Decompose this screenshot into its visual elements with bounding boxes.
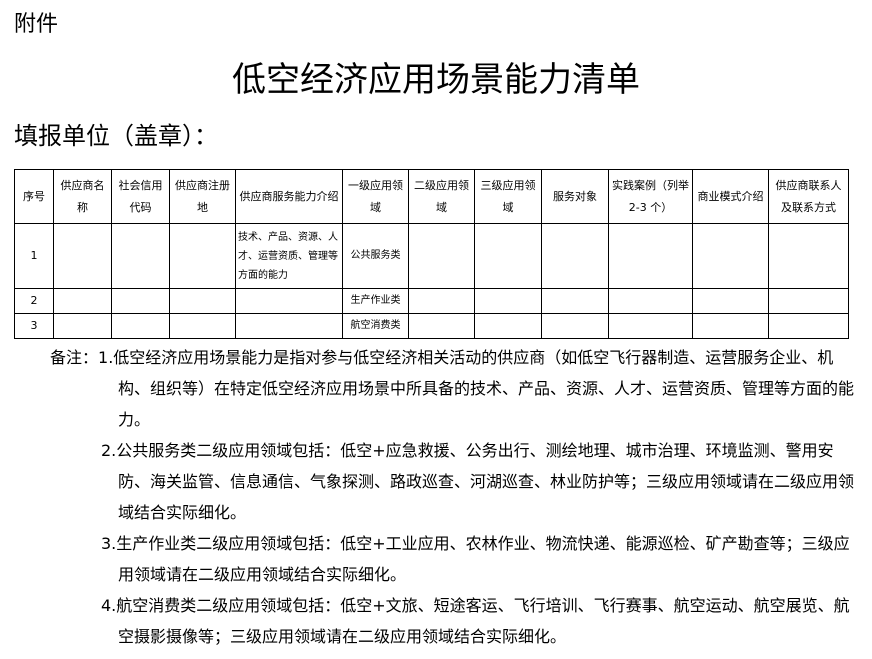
table-cell[interactable]	[111, 288, 170, 314]
table-cell[interactable]	[53, 223, 112, 289]
table-cell[interactable]	[235, 288, 343, 314]
table-cell[interactable]	[53, 313, 112, 339]
note-item: 4.航空消费类二级应用领域包括：低空+文旅、短途客运、飞行培训、飞行赛事、航空运…	[101, 596, 850, 646]
table-row: 3 航空消费类	[14, 313, 849, 339]
table-cell[interactable]	[692, 313, 769, 339]
reporting-unit-label: 填报单位（盖章）：	[14, 122, 218, 150]
note-item: 3.生产作业类二级应用领域包括：低空+工业应用、农林作业、物流快递、能源巡检、矿…	[101, 534, 850, 584]
note-item: 备注：1.低空经济应用场景能力是指对参与低空经济相关活动的供应商（如低空飞行器制…	[50, 348, 855, 429]
table-cell[interactable]	[541, 313, 609, 339]
column-header: 供应商名称	[53, 169, 112, 224]
table-cell[interactable]: 1	[14, 223, 54, 289]
column-header: 序号	[14, 169, 54, 224]
capability-table: 序号 供应商名称 社会信用代码 供应商注册地 供应商服务能力介绍 一级应用领域 二级应用领域…	[14, 169, 849, 339]
table-cell[interactable]: 2	[14, 288, 54, 314]
table-cell[interactable]	[608, 288, 693, 314]
table-cell[interactable]	[408, 223, 475, 289]
table-cell[interactable]	[474, 313, 542, 339]
table-cell[interactable]	[169, 223, 236, 289]
table-cell[interactable]	[608, 313, 693, 339]
table-cell[interactable]	[111, 313, 170, 339]
attachment-label: 附件	[14, 12, 59, 37]
column-header: 实践案例（列举 2-3 个）	[608, 169, 693, 224]
column-header: 二级应用领域	[408, 169, 475, 224]
table-cell[interactable]	[541, 223, 609, 289]
column-header: 商业模式介绍	[692, 169, 769, 224]
table-cell[interactable]	[111, 223, 170, 289]
column-header: 供应商服务能力介绍	[235, 169, 343, 224]
column-header: 社会信用代码	[111, 169, 170, 224]
table-cell[interactable]	[53, 288, 112, 314]
table-cell[interactable]	[408, 313, 475, 339]
table-cell[interactable]	[169, 313, 236, 339]
column-header: 供应商注册地	[169, 169, 236, 224]
notes-section: 备注：1.低空经济应用场景能力是指对参与低空经济相关活动的供应商（如低空飞行器制…	[50, 342, 860, 652]
note-item: 2.公共服务类二级应用领域包括：低空+应急救援、公务出行、测绘地理、城市治理、环…	[101, 441, 855, 522]
table-cell[interactable]	[768, 313, 849, 339]
table-cell[interactable]	[474, 223, 542, 289]
table-cell[interactable]	[768, 288, 849, 314]
table-header-row: 序号 供应商名称 社会信用代码 供应商注册地 供应商服务能力介绍 一级应用领域 二级应用领域…	[14, 169, 849, 224]
table-cell[interactable]	[692, 223, 769, 289]
table-cell[interactable]: 公共服务类	[342, 223, 409, 289]
table-cell[interactable]: 3	[14, 313, 54, 339]
column-header: 供应商联系人及联系方式	[768, 169, 849, 224]
table-row: 2 生产作业类	[14, 288, 849, 314]
table-cell[interactable]	[692, 288, 769, 314]
column-header: 服务对象	[541, 169, 609, 224]
table-cell[interactable]	[541, 288, 609, 314]
table-cell[interactable]	[608, 223, 693, 289]
table-row: 1 技术、产品、资源、人才、运营资质、管理等方面的能力 公共服务类	[14, 223, 849, 289]
table-cell[interactable]: 航空消费类	[342, 313, 409, 339]
column-header: 一级应用领域	[342, 169, 409, 224]
table-cell[interactable]	[768, 223, 849, 289]
table-cell[interactable]	[235, 313, 343, 339]
table-cell[interactable]	[408, 288, 475, 314]
document-title: 低空经济应用场景能力清单	[232, 60, 640, 100]
table-cell[interactable]: 生产作业类	[342, 288, 409, 314]
table-cell[interactable]	[169, 288, 236, 314]
table-cell[interactable]	[474, 288, 542, 314]
column-header: 三级应用领域	[474, 169, 542, 224]
table-cell[interactable]: 技术、产品、资源、人才、运营资质、管理等方面的能力	[235, 223, 343, 289]
notes-label: 备注：	[50, 348, 99, 367]
